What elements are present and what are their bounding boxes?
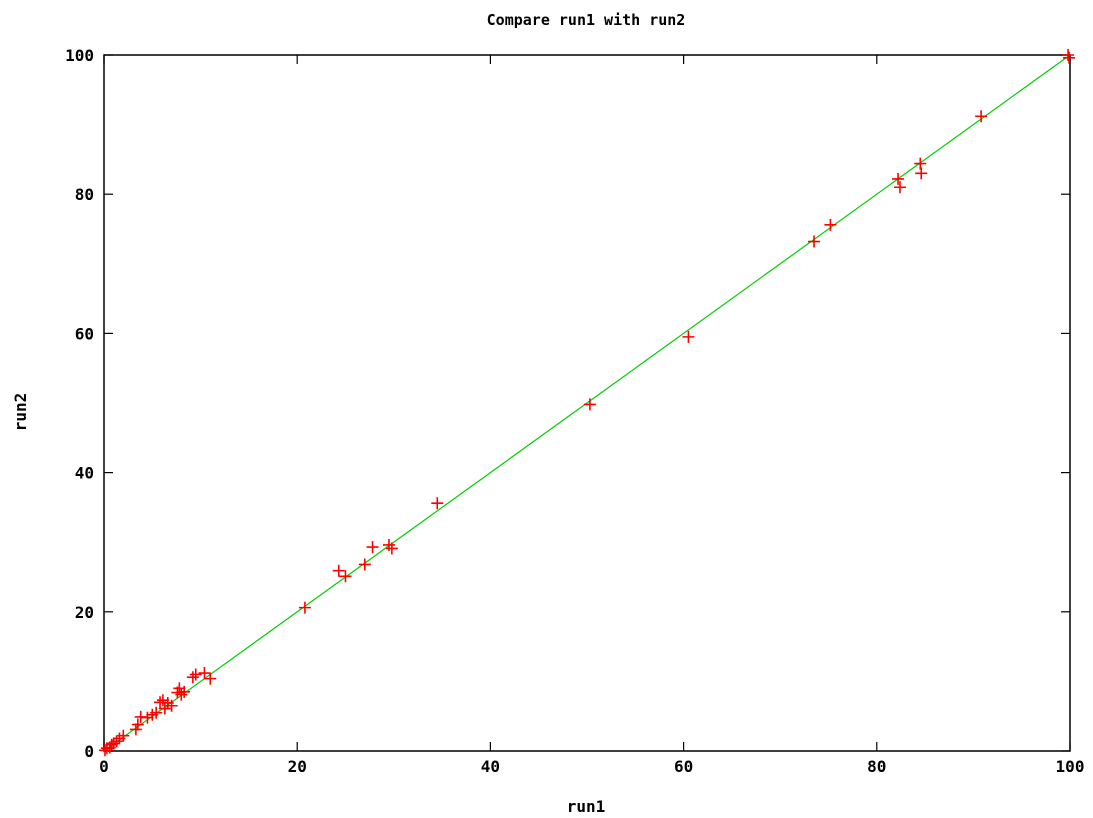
x-tick-label: 80 <box>867 757 886 776</box>
y-tick-label: 20 <box>75 603 94 622</box>
x-tick-label: 100 <box>1056 757 1085 776</box>
data-point <box>366 541 379 554</box>
data-point <box>165 699 178 712</box>
data-point <box>198 667 211 680</box>
data-point <box>298 601 311 614</box>
data-point <box>1063 51 1076 64</box>
data-point <box>129 723 142 736</box>
tick-labels-group: 0 20 40 60 80 100 0 20 40 60 80 100 <box>65 46 1084 776</box>
data-point <box>808 235 821 248</box>
data-point <box>150 706 163 719</box>
x-tick-label: 0 <box>99 757 109 776</box>
points-group <box>98 49 1076 757</box>
y-tick-label: 80 <box>75 185 94 204</box>
data-point <box>175 688 188 701</box>
data-point <box>914 157 927 170</box>
data-point <box>385 542 398 555</box>
y-tick-label: 60 <box>75 324 94 343</box>
data-point <box>975 110 988 123</box>
plot-frame <box>103 54 1071 752</box>
data-point <box>131 718 144 731</box>
y-tick-label: 0 <box>84 742 94 761</box>
data-point <box>204 672 217 685</box>
chart-title: Compare run1 with run2 <box>487 11 686 29</box>
data-point <box>332 564 345 577</box>
data-point <box>431 497 444 510</box>
data-point <box>141 711 154 724</box>
data-point <box>158 702 171 715</box>
data-point <box>107 737 120 750</box>
reference-line <box>103 54 1071 752</box>
y-tick-label: 100 <box>65 46 94 65</box>
data-point <box>893 181 906 194</box>
data-point <box>98 744 111 757</box>
data-point <box>117 729 130 742</box>
data-point <box>824 218 837 231</box>
data-point <box>1062 49 1075 61</box>
data-point <box>339 570 352 583</box>
data-point <box>186 671 199 684</box>
data-point <box>583 398 596 411</box>
data-point <box>892 172 905 185</box>
data-point <box>110 735 123 748</box>
data-point <box>358 558 371 571</box>
x-tick-label: 60 <box>674 757 693 776</box>
x-axis-label: run1 <box>567 797 606 816</box>
x-tick-label: 20 <box>288 757 307 776</box>
x-tick-label: 40 <box>481 757 500 776</box>
data-point <box>178 685 191 698</box>
data-point <box>915 167 928 180</box>
data-point <box>156 694 169 707</box>
y-axis-label: run2 <box>11 393 30 432</box>
data-point <box>189 668 202 681</box>
y-tick-label: 40 <box>75 464 94 483</box>
data-point <box>682 330 695 343</box>
